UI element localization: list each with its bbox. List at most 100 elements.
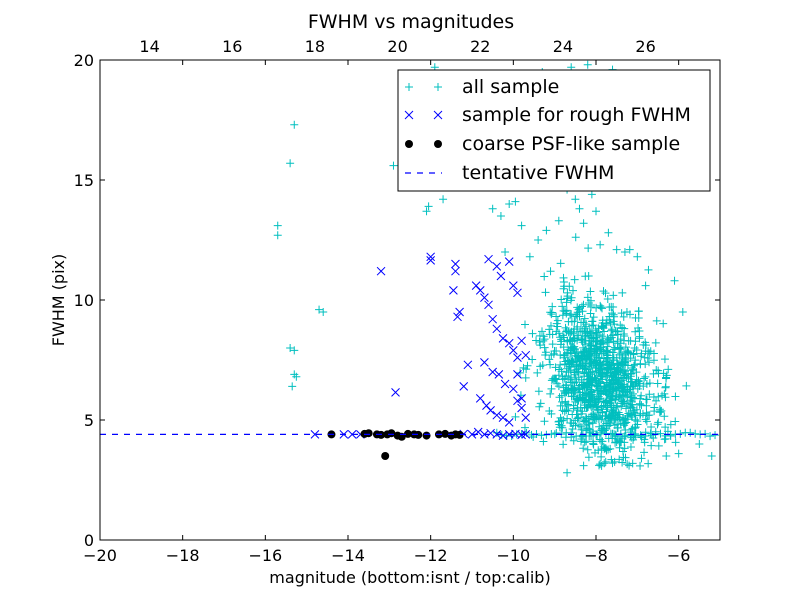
point-all-sample [564, 317, 573, 326]
point-all-sample [612, 403, 621, 412]
x-tick-label: −10 [496, 546, 530, 565]
legend-marker-all-sample [405, 83, 442, 91]
point-all-sample [647, 423, 656, 432]
point-all-sample [650, 407, 659, 416]
point-all-sample [541, 288, 550, 297]
point-all-sample [525, 252, 534, 261]
point-all-sample [585, 425, 594, 434]
point-all-sample [580, 383, 589, 392]
point-all-sample [572, 395, 581, 404]
point-all-sample [662, 371, 671, 380]
point-all-sample [558, 311, 567, 320]
point-all-sample [569, 286, 578, 295]
point-all-sample [634, 313, 643, 322]
point-all-sample [622, 418, 631, 427]
point-all-sample [562, 309, 571, 318]
top-x-tick-label: 26 [635, 37, 655, 56]
point-all-sample [577, 375, 586, 384]
point-rough-fwhm [494, 370, 504, 379]
point-all-sample [597, 343, 606, 352]
point-all-sample [630, 343, 639, 352]
point-all-sample [646, 429, 655, 438]
point-all-sample [654, 392, 663, 401]
point-rough-fwhm [521, 413, 531, 422]
point-all-sample [642, 408, 651, 417]
point-all-sample [626, 354, 635, 363]
point-all-sample [578, 326, 587, 335]
point-all-sample [618, 397, 627, 406]
point-all-sample [576, 361, 585, 370]
point-all-sample [584, 381, 593, 390]
point-all-sample [660, 355, 669, 364]
point-rough-fwhm [513, 353, 522, 362]
point-all-sample [569, 404, 578, 413]
point-all-sample [546, 308, 555, 317]
point-all-sample [566, 418, 575, 427]
point-all-sample [548, 340, 557, 349]
point-all-sample [652, 396, 661, 405]
point-all-sample [575, 204, 584, 213]
point-rough-fwhm [492, 262, 502, 271]
point-all-sample [636, 411, 645, 420]
point-all-sample [599, 442, 608, 451]
point-all-sample [594, 324, 603, 333]
point-all-sample [540, 417, 549, 426]
x-tick-label: −6 [667, 546, 691, 565]
point-all-sample [583, 445, 592, 454]
point-all-sample [559, 416, 568, 425]
point-all-sample [548, 374, 557, 383]
point-all-sample [603, 371, 612, 380]
point-all-sample [559, 440, 568, 449]
point-rough-fwhm [480, 358, 489, 367]
x-tick-label: −16 [248, 546, 282, 565]
point-all-sample [535, 402, 544, 411]
top-x-tick-label: 16 [222, 37, 242, 56]
legend-marker-coarse-psf [405, 140, 442, 148]
point-all-sample [556, 259, 565, 268]
point-all-sample [609, 302, 618, 311]
point-all-sample [559, 383, 568, 392]
point-all-sample [613, 330, 622, 339]
point-all-sample [596, 240, 605, 249]
point-all-sample [596, 301, 605, 310]
point-all-sample [660, 412, 669, 421]
point-all-sample [536, 399, 545, 408]
point-all-sample [636, 431, 645, 440]
y-tick-label: 0 [84, 531, 94, 550]
point-all-sample [589, 439, 598, 448]
point-all-sample [564, 367, 573, 376]
legend-box [397, 69, 711, 192]
point-all-sample [662, 373, 671, 382]
point-rough-fwhm [498, 413, 508, 422]
point-all-sample [654, 441, 663, 450]
point-all-sample [640, 438, 649, 447]
point-all-sample [627, 377, 636, 386]
point-rough-fwhm [488, 367, 498, 377]
point-all-sample [627, 364, 636, 373]
point-all-sample [603, 403, 612, 412]
point-all-sample [528, 329, 537, 338]
point-all-sample [661, 423, 670, 432]
point-all-sample [626, 443, 635, 452]
point-all-sample [619, 358, 628, 367]
point-all-sample [581, 272, 590, 281]
point-all-sample [571, 375, 580, 384]
point-all-sample [627, 410, 636, 419]
point-rough-fwhm [492, 324, 502, 334]
point-all-sample [546, 321, 555, 330]
point-all-sample [559, 277, 568, 286]
point-all-sample [603, 351, 612, 360]
point-all-sample [565, 311, 574, 320]
point-all-sample [547, 376, 556, 385]
point-all-sample [578, 431, 587, 440]
point-all-sample [598, 316, 607, 325]
point-coarse-psf [422, 431, 431, 440]
point-all-sample [615, 344, 624, 353]
point-all-sample [617, 376, 626, 385]
point-all-sample [584, 453, 593, 462]
top-x-tick-label: 18 [305, 37, 325, 56]
point-all-sample [559, 331, 568, 340]
point-all-sample [552, 429, 561, 438]
point-all-sample [596, 344, 605, 353]
point-all-sample [532, 336, 541, 345]
